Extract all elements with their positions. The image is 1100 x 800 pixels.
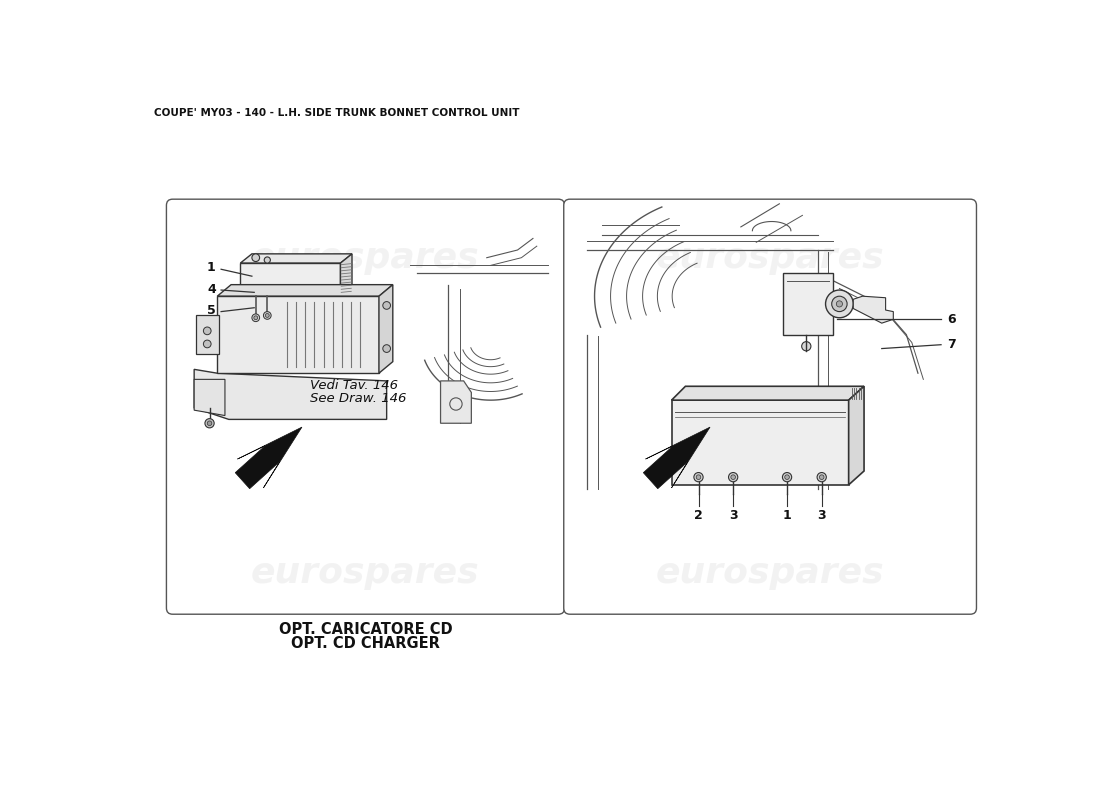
Bar [671, 400, 849, 485]
Text: 5: 5 [207, 304, 216, 318]
Circle shape [254, 316, 257, 320]
Text: 3: 3 [817, 510, 826, 522]
Circle shape [802, 342, 811, 351]
Circle shape [782, 473, 792, 482]
Circle shape [825, 290, 854, 318]
Circle shape [836, 301, 843, 307]
Bar [196, 315, 219, 354]
Circle shape [730, 475, 736, 479]
Circle shape [728, 473, 738, 482]
Circle shape [696, 475, 701, 479]
Text: eurospares: eurospares [656, 557, 884, 590]
Circle shape [264, 311, 272, 319]
Bar [241, 263, 341, 296]
FancyBboxPatch shape [166, 199, 564, 614]
Circle shape [383, 345, 390, 353]
Text: eurospares: eurospares [251, 557, 480, 590]
Circle shape [207, 421, 212, 426]
Text: Vedi Tav. 146: Vedi Tav. 146 [310, 378, 398, 391]
Polygon shape [195, 370, 387, 419]
Circle shape [204, 327, 211, 334]
Text: eurospares: eurospares [656, 241, 884, 274]
Text: OPT. CD CHARGER: OPT. CD CHARGER [292, 636, 440, 650]
Text: COUPE' MY03 - 140 - L.H. SIDE TRUNK BONNET CONTROL UNIT: COUPE' MY03 - 140 - L.H. SIDE TRUNK BONN… [154, 107, 519, 118]
Polygon shape [195, 379, 224, 415]
Text: 3: 3 [729, 510, 737, 522]
Circle shape [832, 296, 847, 311]
Text: 7: 7 [947, 338, 956, 351]
Circle shape [205, 418, 214, 428]
Polygon shape [854, 296, 893, 323]
Polygon shape [671, 386, 865, 400]
Circle shape [820, 475, 824, 479]
Polygon shape [378, 285, 393, 373]
Polygon shape [644, 427, 711, 489]
Polygon shape [218, 285, 393, 296]
Circle shape [265, 314, 269, 318]
Text: eurospares: eurospares [251, 241, 480, 274]
Text: OPT. CARICATORE CD: OPT. CARICATORE CD [278, 622, 452, 637]
Bar [783, 273, 834, 334]
Circle shape [383, 302, 390, 310]
Text: 2: 2 [694, 510, 703, 522]
Text: 1: 1 [783, 510, 791, 522]
Circle shape [252, 254, 260, 262]
FancyBboxPatch shape [563, 199, 977, 614]
Text: 1: 1 [207, 262, 216, 274]
Circle shape [204, 340, 211, 348]
Circle shape [694, 473, 703, 482]
Text: See Draw. 146: See Draw. 146 [310, 392, 406, 405]
Bar [218, 296, 378, 373]
Circle shape [252, 314, 260, 322]
Polygon shape [241, 254, 352, 263]
Circle shape [264, 257, 271, 263]
Polygon shape [341, 254, 352, 296]
Polygon shape [235, 427, 301, 489]
Polygon shape [849, 386, 865, 485]
Circle shape [784, 475, 790, 479]
Text: 4: 4 [207, 282, 216, 296]
Circle shape [817, 473, 826, 482]
Polygon shape [440, 381, 472, 423]
Text: 6: 6 [947, 313, 956, 326]
